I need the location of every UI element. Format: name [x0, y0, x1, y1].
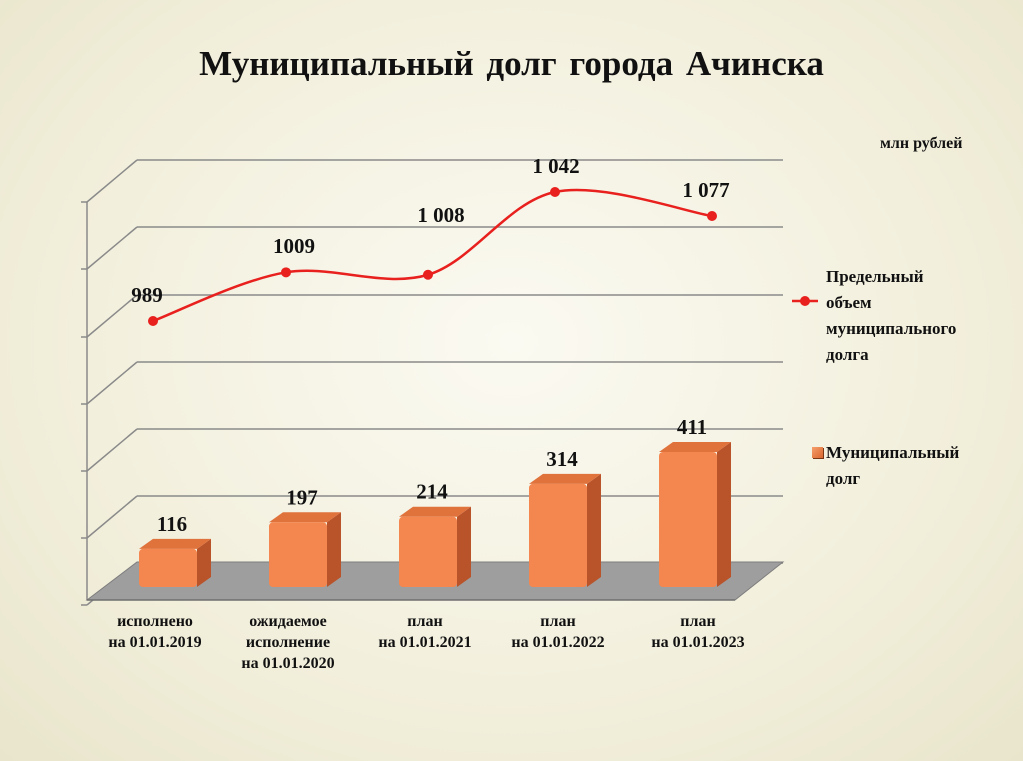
bar-front	[529, 483, 587, 587]
grid-line-side	[86, 495, 138, 539]
bar-side	[717, 442, 731, 587]
bar-side	[197, 538, 211, 587]
line-data-label: 1 077	[682, 178, 729, 202]
legend-bar-key	[812, 447, 823, 458]
bar-series	[139, 442, 731, 587]
bar	[139, 538, 211, 587]
bar-data-label: 314	[546, 447, 578, 471]
bar-side	[587, 473, 601, 587]
bar-top	[399, 506, 471, 517]
grid-line-side	[86, 361, 138, 405]
line-point	[423, 269, 433, 280]
units-label: млн рублей	[880, 135, 963, 152]
bar-data-labels: 116 197 214 314 411	[157, 415, 707, 536]
bar-data-label: 214	[416, 480, 448, 504]
bar-top	[269, 512, 341, 523]
bar	[399, 506, 471, 587]
line-data-label: 989	[131, 283, 163, 307]
bar-front	[269, 522, 327, 587]
bar-data-label: 116	[157, 512, 187, 536]
legend-line-label: Предельный объем муниципального долга	[826, 267, 957, 364]
grid-line-side	[86, 226, 138, 270]
bar-front	[139, 548, 197, 587]
line-point	[550, 187, 560, 197]
bar-top	[659, 442, 731, 452]
bar	[659, 442, 731, 587]
grid-line-side	[86, 294, 138, 338]
line-point	[148, 316, 158, 326]
bar	[529, 473, 601, 587]
line-point	[707, 211, 717, 221]
bar	[269, 512, 341, 587]
category-tick-label: план на 01.01.2023	[651, 613, 745, 651]
line-data-labels: 989 1009 1 008 1 042 1 077	[131, 154, 729, 307]
line-data-label: 1 042	[532, 154, 579, 178]
line-series	[148, 187, 717, 326]
category-tick-label: план на 01.01.2022	[511, 613, 605, 651]
bar-front	[399, 516, 457, 587]
grid-line-side	[86, 428, 138, 472]
category-tick-label: план на 01.01.2021	[378, 613, 472, 651]
bar-side	[327, 512, 341, 587]
line-data-label: 1 008	[417, 203, 464, 227]
bar-side	[457, 506, 471, 587]
line-data-label: 1009	[273, 234, 315, 258]
grid-line-side	[86, 159, 138, 203]
legend-bar-label: Муниципальный долг	[826, 443, 960, 488]
line-point	[281, 267, 291, 278]
category-tick-label: ожидаемое исполнение на 01.01.2020	[241, 613, 335, 672]
bar-data-label: 197	[286, 485, 318, 509]
bar-front	[659, 452, 717, 587]
category-tick-label: исполнено на 01.01.2019	[108, 613, 202, 651]
bar-top	[139, 538, 211, 549]
chart-title: Муниципальный долг города Ачинска	[199, 44, 824, 83]
legend-line-key	[792, 296, 818, 306]
bar-top	[529, 473, 601, 484]
bar-data-label: 411	[677, 415, 707, 439]
